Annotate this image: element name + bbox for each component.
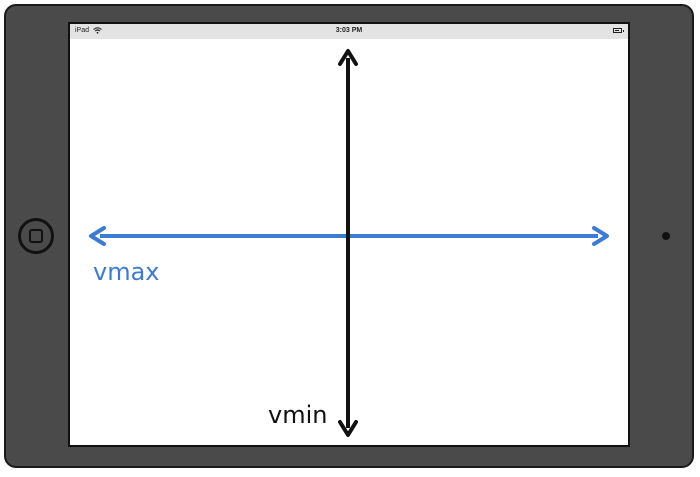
wifi-icon bbox=[93, 27, 102, 34]
vmax-label: vmax bbox=[93, 258, 160, 286]
camera-dot bbox=[662, 232, 670, 240]
home-button[interactable] bbox=[18, 218, 54, 254]
status-bar: iPad 3:03 PM bbox=[70, 24, 628, 39]
status-left: iPad bbox=[75, 27, 102, 34]
status-time: 3:03 PM bbox=[335, 27, 363, 34]
battery-icon bbox=[613, 28, 624, 33]
vmin-arrow bbox=[338, 49, 358, 437]
vmin-label: vmin bbox=[268, 401, 328, 429]
home-button-square-icon bbox=[29, 229, 43, 243]
device-name: iPad bbox=[75, 27, 90, 34]
